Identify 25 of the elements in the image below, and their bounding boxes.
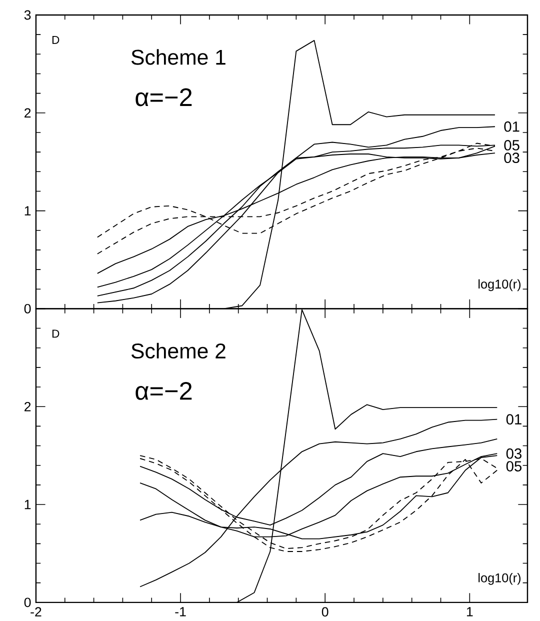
- y-axis-title: D: [52, 36, 59, 44]
- text: α=−2: [135, 88, 192, 106]
- y-tick-label: 3: [24, 10, 30, 20]
- y-tick-label: 1: [24, 206, 30, 216]
- legend-label: 01: [506, 414, 522, 425]
- y-tick-label: 0: [24, 304, 31, 314]
- y-tick-label: 2: [24, 402, 30, 412]
- text: α=−2: [135, 382, 192, 400]
- x-axis-title: log10(r): [478, 279, 520, 292]
- legend-label: 05: [504, 140, 520, 150]
- y-tick-label: 2: [24, 108, 30, 118]
- y-tick-label: 1: [24, 500, 30, 510]
- text: Scheme 1: [131, 49, 226, 65]
- legend-label: 03: [506, 448, 522, 459]
- x-axis-title: log10(r): [478, 573, 520, 585]
- x-tick-label: 1: [466, 607, 472, 616]
- legend-label: 01: [504, 121, 520, 132]
- x-tick-label: -1: [174, 607, 186, 616]
- y-axis-title: D: [52, 330, 59, 338]
- legend-label: 05: [506, 461, 522, 472]
- y-tick-label: 0: [24, 598, 31, 608]
- x-tick-label: -2: [30, 607, 41, 616]
- x-tick-label: 0: [322, 607, 328, 617]
- text: Scheme 2: [131, 342, 226, 359]
- series-label: 03: [504, 152, 520, 164]
